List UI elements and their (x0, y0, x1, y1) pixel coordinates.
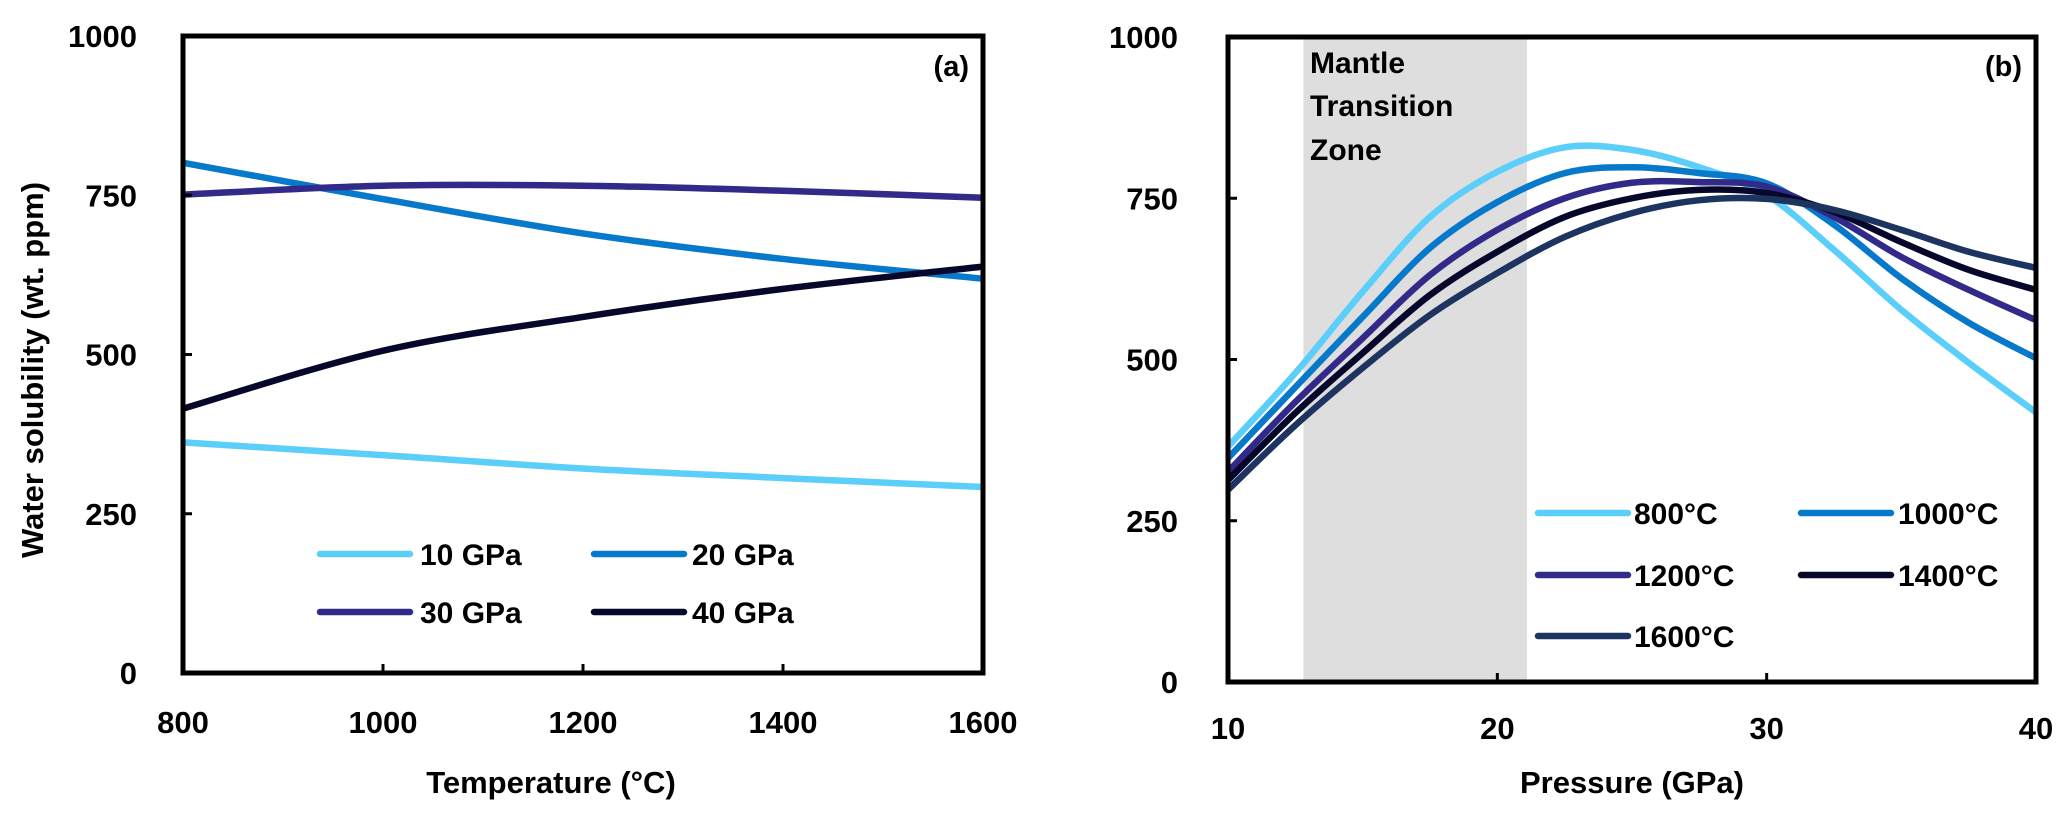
panel-b-legend: 800°C 1000°C 1200°C 1400°C 1600°C (1534, 498, 1998, 654)
y-tick-label: 1000 (68, 19, 137, 54)
y-tick-label: 0 (120, 656, 137, 691)
series-line-1600-c (1225, 194, 2037, 493)
panel-b-plot-area: Mantle Transition Zone (1225, 37, 2038, 682)
legend-label: 20 GPa (692, 539, 794, 572)
shade-annotation-line: Mantle (1310, 47, 1405, 80)
panel-a-label: (a) (934, 51, 969, 83)
panel-b-x-axis-title: Pressure (GPa) (1520, 765, 1744, 800)
panel-a: 800 1000 1200 1400 1600 0 250 500 750 1000 (a) Te… (15, 19, 1017, 800)
legend-item-1200-c: 1200°C (1534, 560, 1734, 593)
panel-a-y-axis-title: Water solubility (wt. ppm) (15, 182, 50, 558)
panel-b-ticks: 10 20 30 40 0 250 500 750 1000 (1109, 20, 2053, 746)
y-tick-label: 0 (1161, 665, 1178, 700)
legend-item-1400-c: 1400°C (1797, 560, 1998, 593)
legend-label: 10 GPa (420, 539, 522, 572)
series-line-1000-c (1225, 164, 2038, 461)
x-tick-label: 10 (1211, 711, 1245, 746)
series-line-10-gpa (182, 439, 984, 491)
series-line-1200-c (1225, 177, 2038, 474)
panel-a-plot-area (182, 159, 984, 491)
y-tick-label: 500 (1126, 343, 1178, 378)
series-line-800-c (1225, 142, 2038, 449)
x-tick-label: 40 (2019, 711, 2053, 746)
y-tick-label: 500 (85, 338, 137, 373)
series-line-20-gpa (182, 159, 984, 282)
x-tick-label: 800 (157, 705, 209, 740)
panel-a-x-axis-title: Temperature (°C) (426, 765, 676, 800)
legend-label: 1200°C (1634, 560, 1734, 593)
panel-a-legend: 10 GPa 20 GPa 30 GPa 40 GPa (316, 539, 794, 630)
shade-annotation-line: Transition (1310, 90, 1453, 123)
legend-item-20-gpa: 20 GPa (590, 539, 794, 572)
y-tick-label: 750 (1126, 181, 1178, 216)
x-tick-label: 1400 (749, 705, 818, 740)
y-tick-label: 1000 (1109, 20, 1178, 55)
legend-label: 800°C (1634, 498, 1718, 531)
y-tick-label: 250 (1126, 504, 1178, 539)
x-tick-label: 1000 (349, 705, 418, 740)
legend-item-1000-c: 1000°C (1797, 498, 1998, 531)
legend-item-30-gpa: 30 GPa (316, 597, 522, 630)
legend-item-10-gpa: 10 GPa (316, 539, 522, 572)
legend-label: 1600°C (1634, 621, 1734, 654)
series-line-40-gpa (182, 263, 984, 412)
legend-label: 1000°C (1898, 498, 1998, 531)
series-line-30-gpa (182, 181, 984, 202)
y-tick-label: 250 (85, 497, 137, 532)
legend-item-40-gpa: 40 GPa (590, 597, 794, 630)
x-tick-label: 1600 (949, 705, 1018, 740)
panel-a-ticks: 800 1000 1200 1400 1600 0 250 500 750 1000 (68, 19, 1017, 740)
x-tick-label: 1200 (549, 705, 618, 740)
x-tick-label: 30 (1749, 711, 1783, 746)
panel-a-axes-frame (180, 33, 986, 676)
legend-label: 40 GPa (692, 597, 794, 630)
series-line-1400-c (1225, 186, 2037, 483)
panel-b-label: (b) (1985, 51, 2022, 83)
shade-annotation-line: Zone (1310, 134, 1382, 167)
y-tick-label: 750 (85, 178, 137, 213)
legend-label: 1400°C (1898, 560, 1998, 593)
x-tick-label: 20 (1480, 711, 1514, 746)
legend-item-1600-c: 1600°C (1534, 621, 1734, 654)
legend-label: 30 GPa (420, 597, 522, 630)
legend-item-800-c: 800°C (1534, 498, 1718, 531)
